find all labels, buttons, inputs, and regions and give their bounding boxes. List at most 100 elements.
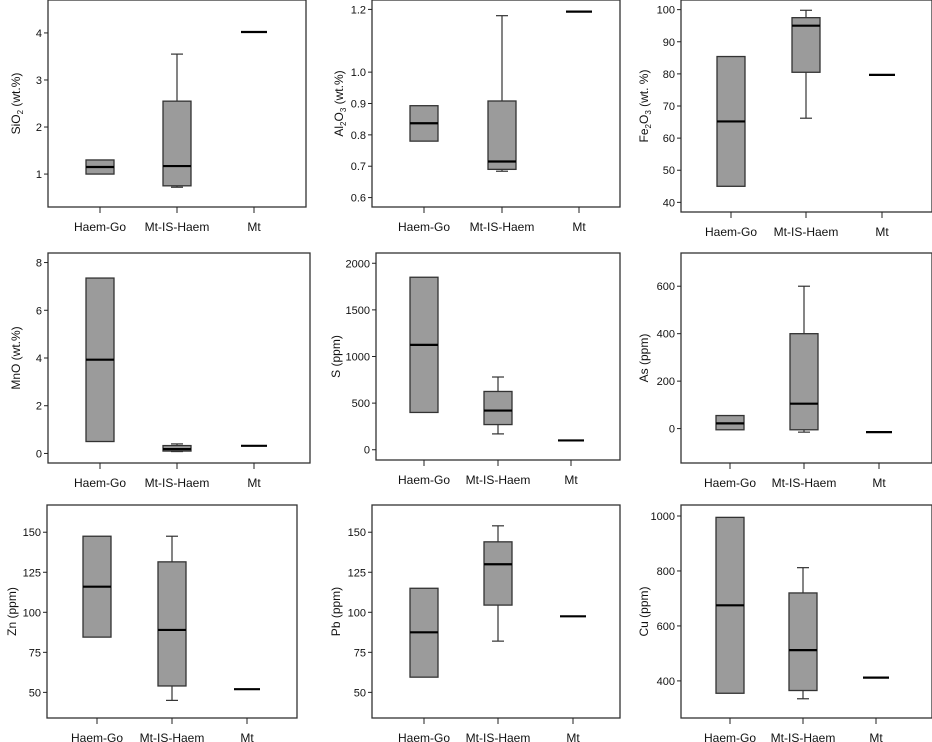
x-category-label: Mt [564, 473, 578, 487]
y-tick-label: 4 [36, 353, 42, 365]
y-axis-label-part: Cu (ppm) [637, 586, 651, 636]
y-tick-label: 400 [657, 676, 675, 688]
y-tick-label: 600 [657, 281, 675, 293]
x-category-label: Mt-IS-Haem [470, 220, 535, 234]
y-axis-label: Fe2O3 (wt. %) [637, 70, 653, 143]
y-axis-label: S (ppm) [329, 335, 343, 378]
y-tick-label: 400 [657, 329, 675, 341]
y-tick-label: 4 [36, 28, 42, 40]
iqr-box [483, 390, 513, 426]
panel-5: 0 200 400 600 Haem-Go Mt-IS-Haem Mt As (ppm) [637, 252, 932, 490]
x-category-label: Mt-IS-Haem [140, 731, 205, 742]
y-axis-label-part: O [332, 112, 346, 121]
plot-frame [371, 504, 621, 719]
x-category-label: Haem-Go [704, 476, 756, 490]
y-axis-label-part: SiO [9, 114, 23, 134]
y-tick-label: 0 [669, 424, 675, 436]
y-tick-label: 200 [657, 376, 675, 388]
y-tick-label: 100 [348, 607, 366, 619]
y-tick-label: 75 [354, 647, 366, 659]
iqr-box [483, 541, 513, 606]
y-tick-label: 0.6 [351, 193, 366, 205]
y-tick-label: 500 [352, 398, 370, 410]
x-category-label: Mt-IS-Haem [145, 220, 210, 234]
x-category-label: Mt [875, 225, 889, 239]
y-tick-label: 50 [663, 165, 675, 177]
x-category-label: Mt-IS-Haem [145, 476, 210, 490]
x-category-label: Mt [566, 731, 580, 742]
panel-3: 0 2 4 6 8 Haem-Go Mt-IS-Haem Mt MnO (wt.%) [9, 252, 311, 490]
y-tick-label: 90 [663, 37, 675, 49]
y-tick-label: 70 [663, 101, 675, 113]
y-axis-label-part: 2 [16, 109, 25, 114]
x-category-label: Mt [240, 731, 254, 742]
y-tick-label: 150 [348, 527, 366, 539]
y-tick-label: 8 [36, 258, 42, 270]
x-category-label: Haem-Go [398, 220, 450, 234]
y-tick-label: 75 [29, 647, 41, 659]
x-category-label: Haem-Go [74, 220, 126, 234]
x-category-label: Haem-Go [704, 731, 756, 742]
y-tick-label: 50 [29, 687, 41, 699]
y-tick-label: 50 [354, 687, 366, 699]
y-axis-label-part: S (ppm) [329, 335, 343, 378]
y-tick-label: 6 [36, 305, 42, 317]
y-tick-label: 100 [657, 5, 675, 17]
y-tick-label: 2 [36, 401, 42, 413]
y-axis-label: Pb (ppm) [329, 587, 343, 636]
y-tick-label: 60 [663, 133, 675, 145]
y-axis-label-part: 3 [644, 110, 653, 115]
x-category-label: Haem-Go [398, 473, 450, 487]
y-axis-label-part: 2 [644, 123, 653, 128]
x-category-label: Haem-Go [74, 476, 126, 490]
panel-2: 40 50 60 70 80 90 100 Haem-Go Mt-IS-Haem Mt Fe2O3 … [637, 0, 932, 239]
y-tick-label: 80 [663, 69, 675, 81]
y-tick-label: 40 [663, 197, 675, 209]
y-axis-label-part: As (ppm) [637, 334, 651, 383]
y-tick-label: 1.2 [351, 4, 366, 16]
x-category-label: Mt-IS-Haem [466, 731, 531, 742]
x-category-label: Mt [247, 220, 261, 234]
y-axis-label-part: 2 [339, 121, 348, 126]
x-category-label: Haem-Go [398, 731, 450, 742]
y-tick-label: 0 [364, 445, 370, 457]
y-axis-label: Al2O3 (wt.%) [332, 70, 348, 136]
x-category-label: Haem-Go [71, 731, 123, 742]
y-axis-label-part: Zn (ppm) [5, 587, 19, 636]
y-tick-label: 600 [657, 621, 675, 633]
y-axis-label: Cu (ppm) [637, 586, 651, 636]
iqr-box [487, 100, 517, 171]
y-tick-label: 1000 [651, 511, 675, 523]
panel-6: 50 75 100 125 150 Haem-Go Mt-IS-Haem Mt Zn (ppm) [5, 504, 298, 742]
x-category-label: Mt-IS-Haem [774, 225, 839, 239]
x-category-label: Mt [247, 476, 261, 490]
y-axis-label-part: O [637, 115, 651, 124]
y-tick-label: 2 [36, 122, 42, 134]
iqr-box [157, 561, 187, 687]
y-tick-label: 0.8 [351, 130, 366, 142]
x-category-label: Mt-IS-Haem [466, 473, 531, 487]
y-axis-label-part: Al [332, 126, 346, 137]
x-category-label: Mt [869, 731, 883, 742]
x-category-label: Mt-IS-Haem [771, 731, 836, 742]
iqr-box [788, 592, 818, 692]
x-category-label: Haem-Go [705, 225, 757, 239]
x-category-label: Mt [572, 220, 586, 234]
panel-8: 400 600 800 1000 Haem-Go Mt-IS-Haem Mt Cu (ppm) [637, 504, 932, 742]
panel-1: 0.6 0.7 0.8 0.9 1.0 1.2 Haem-Go Mt-IS-Haem Mt Al2… [332, 0, 621, 234]
y-tick-label: 0.9 [351, 99, 366, 111]
y-tick-label: 150 [23, 527, 41, 539]
y-tick-label: 0.7 [351, 161, 366, 173]
iqr-box [789, 333, 819, 431]
y-tick-label: 1 [36, 169, 42, 181]
y-tick-label: 1.0 [351, 67, 366, 79]
y-tick-label: 1500 [346, 305, 370, 317]
y-axis-label: As (ppm) [637, 334, 651, 383]
y-tick-label: 3 [36, 75, 42, 87]
y-tick-label: 1000 [346, 352, 370, 364]
y-tick-label: 0 [36, 448, 42, 460]
y-tick-label: 125 [348, 567, 366, 579]
y-tick-label: 2000 [346, 258, 370, 270]
